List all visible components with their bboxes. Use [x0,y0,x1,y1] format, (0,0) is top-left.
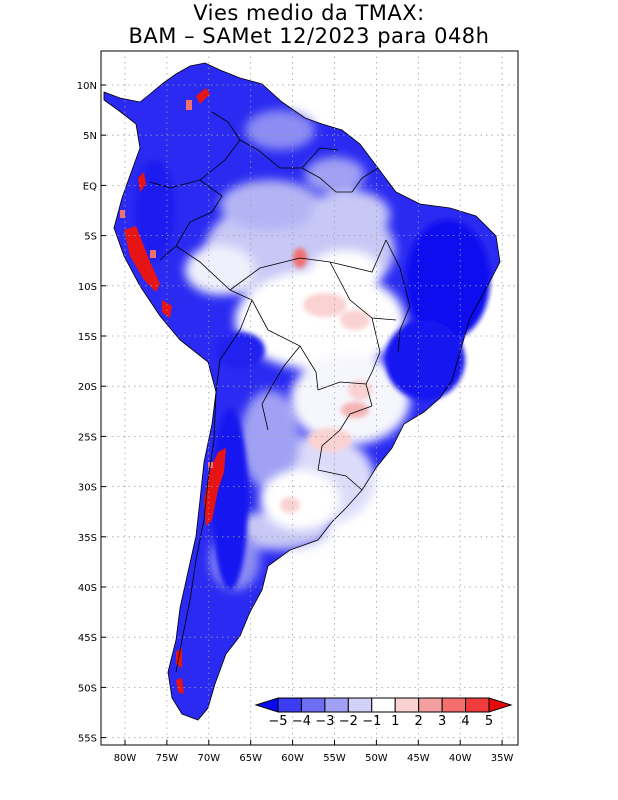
lat-tick-label: 30S [78,483,97,494]
lat-tick-label: 40S [78,583,97,594]
colorbar-box [324,697,349,713]
title-line-1: Vies medio da TMAX: [193,1,425,25]
lat-tick-label: 10N [77,81,97,92]
colorbar-label: −3 [315,714,334,729]
lat-tick-label: 20S [78,382,97,393]
colorbar-label: −1 [362,714,381,729]
lon-tick-label: 75W [156,753,179,764]
lon-tick-label: 50W [365,753,388,764]
strong-cold-patches [135,160,490,590]
lon-tick-label: 45W [407,753,430,764]
lon-tick-label: 80W [114,753,137,764]
colorbar-label: 3 [438,714,446,729]
plot-frame [100,50,519,746]
gridlines [101,51,518,745]
lat-tick-label: EQ [83,181,97,192]
lat-tick-label: 50S [78,683,97,694]
lat-tick-label: 45S [78,633,97,644]
bias-field [103,62,501,721]
colorbar-label: −5 [268,714,287,729]
strong-warm-andes [124,88,226,694]
colorbar-label: 5 [485,714,493,729]
lon-tick-label: 60W [281,753,304,764]
colorbar-high-arrow [488,697,513,713]
lon-tick-label: 65W [239,753,262,764]
lat-tick-label: 15S [78,332,97,343]
colorbar-box [441,697,467,713]
neutral-area [185,245,410,530]
lon-tick-label: 35W [491,753,514,764]
map-title: Vies medio da TMAX: BAM – SAMet 12/2023 … [0,2,618,48]
title-line-2: BAM – SAMet 12/2023 para 048h [128,24,490,48]
lat-tick-label: 10S [78,282,97,293]
colorbar-box [300,697,326,713]
colorbar-label: 1 [391,714,399,729]
colorbar: −5 −4 −3 −2 −1 1 2 3 4 5 [254,697,513,729]
colorbar-box [465,697,490,713]
lat-tick-label: 35S [78,533,97,544]
lat-tick-label: 5S [84,232,97,243]
colorbar-label: −4 [292,714,311,729]
colorbar-box [394,697,420,713]
latitude-labels: 10N 5N EQ 5S 10S 15S 20S 25S 30S 35S 40S 45S 50S 55S [77,81,97,745]
colorbar-box [371,697,396,713]
colorbar-label: 4 [461,714,469,729]
colorbar-label: 2 [415,714,423,729]
lon-tick-label: 70W [197,753,220,764]
lat-tick-label: 25S [78,432,97,443]
colorbar-label: −2 [339,714,358,729]
weak-cold-patches [205,110,395,590]
longitude-labels: 80W 75W 70W 65W 60W 55W 50W 45W 40W 35W [114,753,514,764]
lon-tick-label: 40W [449,753,472,764]
lat-tick-label: 5N [83,131,97,142]
colorbar-box [277,697,302,713]
lat-tick-label: 55S [78,734,97,745]
country-borders [103,62,501,721]
colorbar-box [347,697,373,713]
lon-tick-label: 55W [323,753,346,764]
colorbar-box [418,697,443,713]
